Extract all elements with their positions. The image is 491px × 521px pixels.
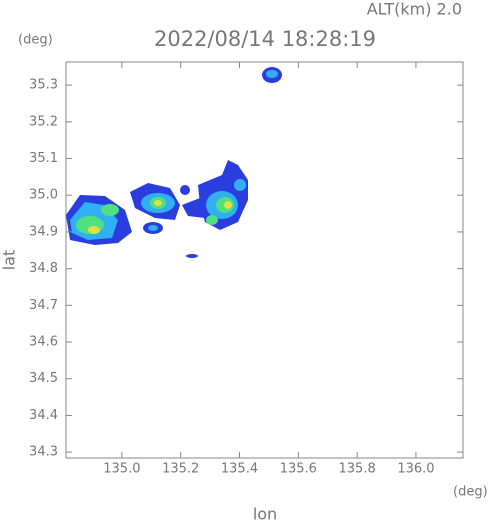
y-tick-label: 34.7 [29,298,58,313]
x-unit: (deg) [453,485,488,500]
y-tick-label: 35.1 [29,151,58,166]
y-tick-label: 34.5 [29,371,58,386]
x-axis-label: lon [253,505,277,521]
x-tick-label: 135.0 [103,462,140,477]
x-tick-label: 135.2 [162,462,199,477]
y-tick-label: 35.0 [29,188,58,203]
x-tick-label: 135.8 [339,462,376,477]
y-tick-label: 35.2 [29,114,58,129]
altitude-label: ALT(km) 2.0 [367,0,462,19]
y-tick-label: 34.4 [29,408,58,423]
chart-title: 2022/08/14 18:28:19 [154,27,376,51]
x-tick-label: 135.6 [280,462,317,477]
y-tick-label: 34.3 [29,445,58,460]
y-axis-label: lat [0,250,19,271]
y-tick-label: 35.3 [29,78,58,93]
x-tick-label: 136.0 [397,462,434,477]
x-tick-label: 135.4 [221,462,258,477]
y-tick-label: 34.8 [29,261,58,276]
plot-frame [65,61,464,459]
y-tick-label: 34.9 [29,224,58,239]
radar-echoes [66,67,282,258]
y-unit: (deg) [18,33,53,48]
y-tick-label: 34.6 [29,335,58,350]
